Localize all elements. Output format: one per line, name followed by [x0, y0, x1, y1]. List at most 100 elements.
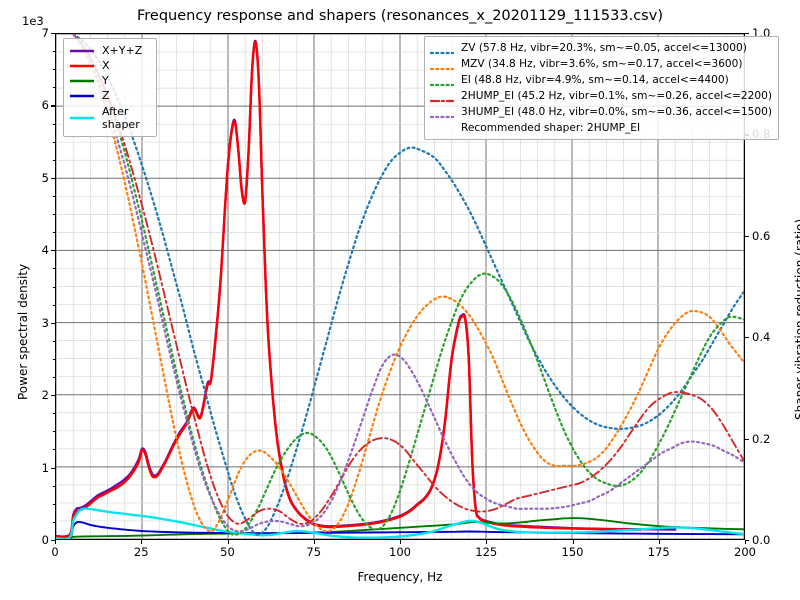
legend-item-after-shaper[interactable]: After shaper: [69, 103, 150, 132]
y-minor-tick-mark: [52, 540, 55, 541]
y-tick-label: 3: [41, 315, 49, 330]
x-tick-mark: [141, 540, 143, 544]
y-minor-tick-mark: [52, 431, 55, 433]
x-tick-mark: [313, 540, 315, 544]
legend-item-2hump_ei[interactable]: 2HUMP_EI (45.2 Hz, vibr=0.1%, sm~=0.26, …: [429, 88, 772, 104]
x-tick-mark: [658, 540, 660, 544]
legend-line-swatch: [69, 90, 95, 102]
x-tick-mark: [227, 540, 229, 544]
x-tick-mark: [55, 540, 57, 544]
y-tick-label: 6: [41, 98, 49, 113]
y-minor-tick-mark: [52, 268, 55, 270]
x-tick-mark: [745, 540, 747, 544]
x-tick-mark: [572, 540, 574, 544]
y-minor-tick-mark: [52, 304, 55, 306]
y-minor-tick-mark: [52, 413, 55, 415]
x-tick-label: 150: [561, 545, 584, 559]
legend-line-swatch: [69, 112, 95, 124]
y-tick-label: 5: [41, 170, 49, 185]
legend-line-swatch: [429, 75, 455, 87]
legend-item-3hump_ei[interactable]: 3HUMP_EI (48.0 Hz, vibr=0.0%, sm~=0.36, …: [429, 104, 772, 120]
legend-line-swatch: [429, 59, 455, 71]
x-axis-label: Frequency, Hz: [357, 570, 443, 584]
y-tick-label-right: 0.0: [752, 533, 771, 547]
x-tick-label: 75: [306, 545, 322, 559]
legend-item-y[interactable]: Y: [69, 73, 150, 88]
y-minor-tick-mark: [52, 340, 55, 342]
y-tick-label: 2: [41, 388, 49, 403]
y-minor-tick-mark: [52, 51, 55, 53]
x-tick-label: 50: [220, 545, 235, 559]
y-minor-tick-mark: [52, 322, 55, 324]
legend-label: ZV (57.8 Hz, vibr=20.3%, sm~=0.05, accel…: [461, 42, 747, 54]
legend-label: EI (48.8 Hz, vibr=4.9%, sm~=0.14, accel<…: [461, 74, 729, 86]
legend-line-swatch: [69, 75, 95, 87]
legend-shapers[interactable]: ZV (57.8 Hz, vibr=20.3%, sm~=0.05, accel…: [424, 36, 779, 140]
y-minor-tick-mark: [52, 123, 55, 125]
x-tick-label: 100: [389, 545, 411, 559]
x-tick-label: 125: [475, 545, 498, 559]
y-minor-tick-mark: [52, 105, 55, 107]
y-tick-label-right: 0.4: [752, 330, 771, 345]
legend-psd[interactable]: X+Y+Z X Y Z After shaper: [63, 38, 157, 137]
legend-item-mzv[interactable]: MZV (34.8 Hz, vibr=3.6%, sm~=0.17, accel…: [429, 56, 772, 72]
y-tick-mark-right: [745, 235, 749, 237]
y-minor-tick-mark: [52, 467, 55, 469]
y-minor-tick-mark: [52, 214, 55, 216]
legend-item-x-y-z[interactable]: X+Y+Z: [69, 43, 150, 58]
legend-label: 2HUMP_EI (45.2 Hz, vibr=0.1%, sm~=0.26, …: [461, 90, 772, 102]
legend-item-zv[interactable]: ZV (57.8 Hz, vibr=20.3%, sm~=0.05, accel…: [429, 40, 772, 56]
y-tick-label-right: 0.6: [752, 228, 771, 243]
y-minor-tick-mark: [52, 286, 55, 288]
y-minor-tick-mark: [52, 69, 55, 71]
legend-label: Y: [102, 74, 109, 87]
legend-label: 3HUMP_EI (48.0 Hz, vibr=0.0%, sm~=0.36, …: [461, 106, 772, 118]
x-tick-label: 175: [647, 545, 670, 559]
y-axis-label-left: Power spectral density: [16, 263, 30, 400]
x-tick-label: 200: [734, 545, 756, 559]
legend-label: After shaper: [102, 104, 140, 131]
y-minor-tick-mark: [52, 87, 55, 89]
x-tick-label: 0: [51, 545, 59, 559]
legend-item-z[interactable]: Z: [69, 88, 150, 103]
y-minor-tick-mark: [52, 195, 55, 197]
y-minor-tick-mark: [52, 159, 55, 161]
legend-line-swatch: [69, 60, 95, 72]
y-tick-label: 1: [41, 460, 49, 475]
x-tick-label: 25: [133, 545, 149, 559]
legend-label: Z: [102, 89, 110, 102]
y-minor-tick-mark: [52, 250, 55, 252]
y-minor-tick-mark: [52, 33, 55, 34]
legend-label: X+Y+Z: [102, 44, 143, 57]
y-tick-label: 0: [41, 533, 49, 547]
x-tick-mark: [486, 540, 488, 544]
y-tick-label-right: 0.2: [752, 431, 771, 446]
y-axis-multiplier: 1e3: [22, 14, 44, 28]
y-minor-tick-mark: [52, 177, 55, 179]
legend-item-x[interactable]: X: [69, 58, 150, 73]
x-tick-mark: [400, 540, 402, 544]
y-axis-label-right: Shaper vibration reduction (ratio): [793, 218, 800, 420]
legend-line-swatch: [69, 45, 95, 57]
y-tick-mark-right: [745, 33, 749, 35]
y-minor-tick-mark: [52, 232, 55, 234]
y-minor-tick-mark: [52, 141, 55, 143]
y-tick-label: 7: [41, 26, 49, 40]
data-curves: [56, 34, 744, 539]
recommended-shaper-note: Recommended shaper: 2HUMP_EI: [461, 122, 641, 134]
y-minor-tick-mark: [52, 395, 55, 397]
legend-line-swatch: [429, 107, 455, 119]
y-minor-tick-mark: [52, 358, 55, 360]
y-tick-mark-right: [745, 540, 749, 542]
legend-label: X: [102, 59, 110, 72]
y-tick-label: 4: [41, 243, 49, 258]
legend-line-swatch: [429, 43, 455, 55]
y-minor-tick-mark: [52, 377, 55, 379]
y-minor-tick-mark: [52, 449, 55, 451]
y-minor-tick-mark: [52, 503, 55, 505]
y-tick-mark-right: [745, 337, 749, 339]
legend-item-ei[interactable]: EI (48.8 Hz, vibr=4.9%, sm~=0.14, accel<…: [429, 72, 772, 88]
y-tick-mark-right: [745, 438, 749, 440]
chart-title: Frequency response and shapers (resonanc…: [137, 8, 663, 24]
